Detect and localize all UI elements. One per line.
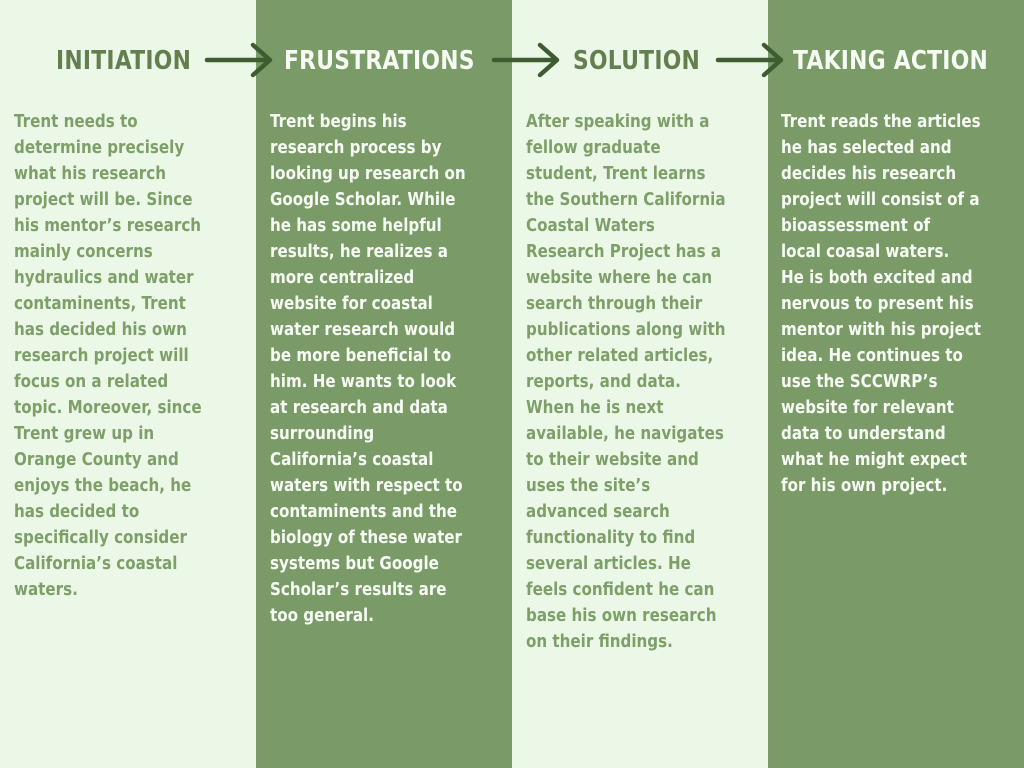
stage-taking-action-column: TAKING ACTION Trent reads the articles h… (768, 0, 1024, 768)
stage-frustrations-heading: FRUSTRATIONS (284, 46, 475, 76)
arrow-right-icon (204, 42, 273, 78)
stage-taking-action-heading: TAKING ACTION (793, 46, 989, 76)
arrow-right-icon (491, 42, 560, 78)
stage-initiation-column: INITIATION Trent needs to determine prec… (0, 0, 256, 768)
stage-taking-action-text: Trent reads the articles he has selected… (781, 111, 982, 496)
stage-frustrations-column: FRUSTRATIONS Trent begins his research p… (256, 0, 512, 768)
stage-initiation-heading: INITIATION (56, 46, 192, 76)
stage-solution-text: After speaking with a fellow graduate st… (526, 111, 726, 652)
stage-frustrations-text: Trent begins his research process by loo… (270, 111, 466, 626)
stage-solution-heading: SOLUTION (573, 46, 701, 76)
stage-initiation-text: Trent needs to determine precisely what … (14, 111, 202, 600)
arrow-right-icon (715, 42, 784, 78)
stage-solution-column: SOLUTION After speaking with a fellow gr… (512, 0, 768, 768)
